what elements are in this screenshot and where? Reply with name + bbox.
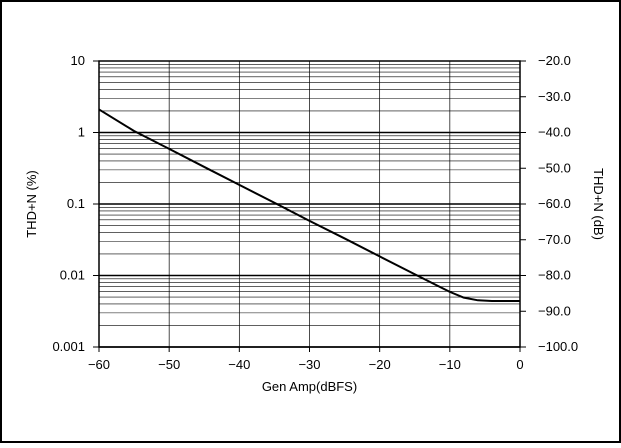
y-left-tick-label: 10 — [71, 53, 85, 68]
x-axis-label: Gen Amp(dBFS) — [262, 379, 357, 394]
y-right-tick-label: −80.0 — [538, 268, 571, 283]
x-tick-label: −20 — [369, 357, 391, 372]
y-right-tick-label: −90.0 — [538, 303, 571, 318]
y-left-tick-label: 0.001 — [52, 339, 85, 354]
y-right-tick-label: −60.0 — [538, 196, 571, 211]
x-tick-label: −60 — [88, 357, 110, 372]
y-right-tick-label: −40.0 — [538, 125, 571, 140]
y-right-tick-label: −30.0 — [538, 89, 571, 104]
y-axis-left-label: THD+N (%) — [24, 170, 39, 238]
y-right-tick-label: −100.0 — [538, 339, 578, 354]
x-tick-label: −40 — [228, 357, 250, 372]
y-axis-left-ticks: 10 1 0.1 0.01 0.001 — [52, 53, 99, 354]
y-axis-right-ticks: −20.0 −30.0 −40.0 −50.0 −60.0 −70.0 −80.0 −90.0… — [520, 53, 578, 354]
y-right-tick-label: −20.0 — [538, 53, 571, 68]
y-left-tick-label: 0.01 — [60, 268, 85, 283]
x-axis-ticks: −60 −50 −40 −30 −20 −10 0 — [88, 347, 524, 372]
y-right-tick-label: −70.0 — [538, 232, 571, 247]
x-tick-label: 0 — [516, 357, 523, 372]
thd-n-curve — [98, 108, 520, 302]
y-right-tick-label: −50.0 — [538, 160, 571, 175]
y-left-tick-label: 1 — [78, 125, 85, 140]
data-layer — [98, 108, 520, 302]
x-tick-label: −50 — [158, 357, 180, 372]
x-tick-label: −10 — [439, 357, 461, 372]
x-tick-label: −30 — [298, 357, 320, 372]
y-left-tick-label: 0.1 — [67, 196, 85, 211]
y-axis-right-label: THD+N (dB) — [591, 168, 606, 240]
